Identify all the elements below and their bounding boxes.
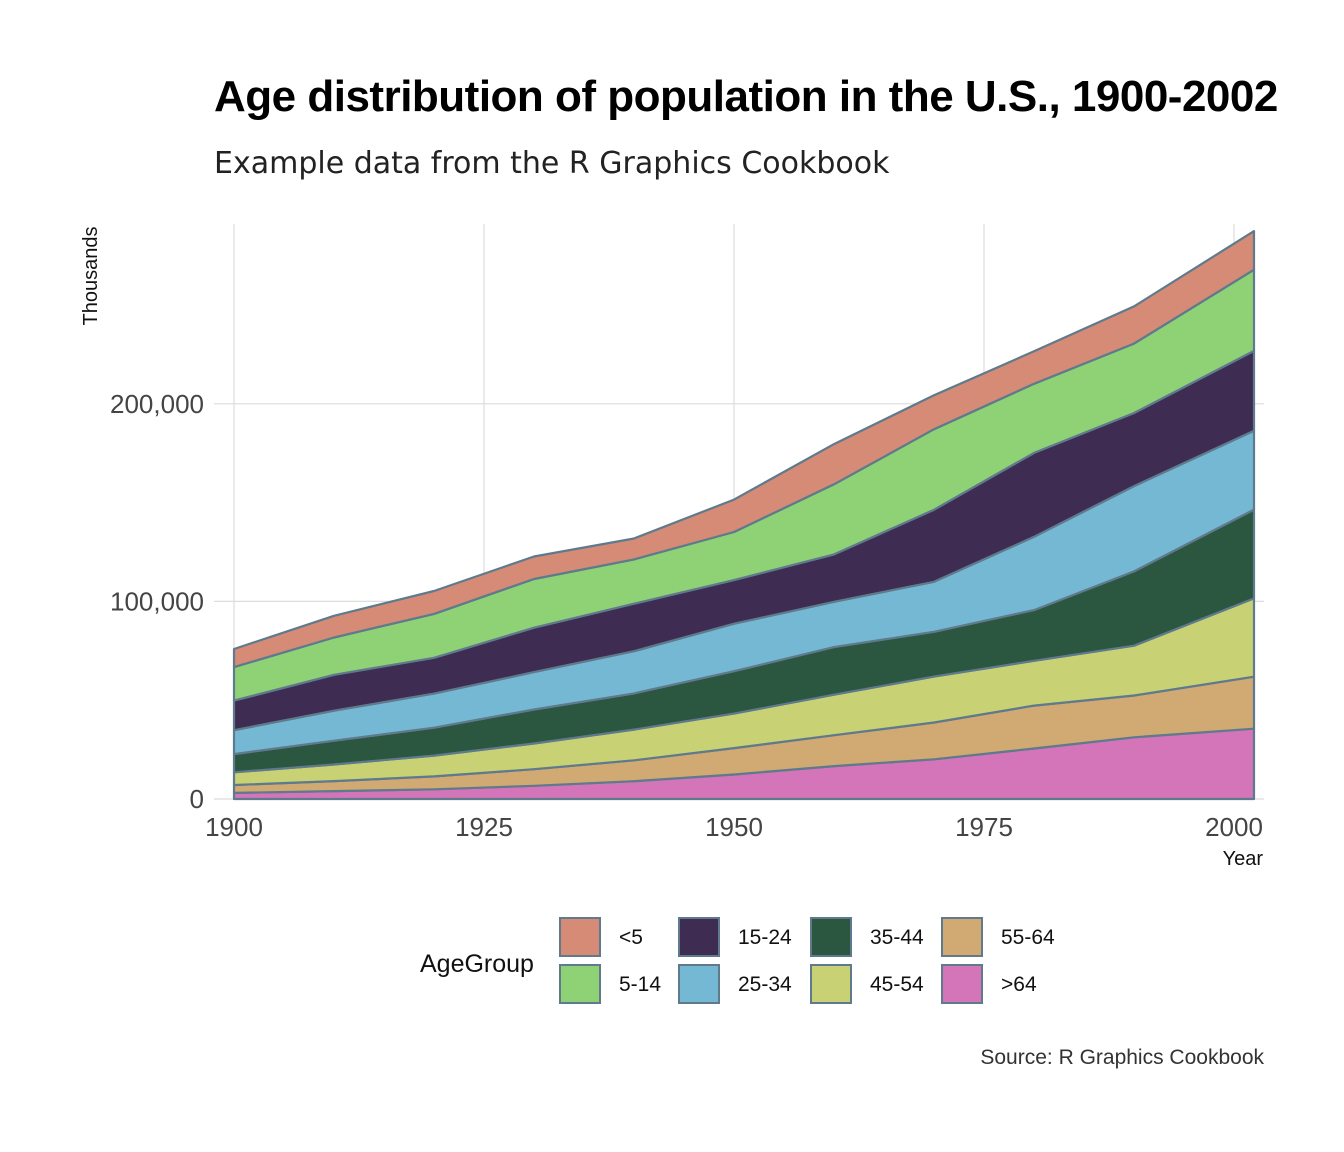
- x-tick-label: 1925: [455, 812, 513, 842]
- legend-key-55-64: [941, 917, 983, 957]
- legend-label-<5: <5: [619, 926, 643, 949]
- y-axis: 0 100,000 200,000: [110, 389, 204, 814]
- x-axis-label: Year: [1223, 848, 1264, 870]
- legend-title: AgeGroup: [420, 950, 534, 978]
- legend-label-55-64: 55-64: [1001, 926, 1055, 949]
- x-tick-label: 1975: [955, 812, 1013, 842]
- legend-label-35-44: 35-44: [870, 926, 924, 949]
- legend-label-5-14: 5-14: [619, 973, 662, 996]
- area-<5: [232, 230, 1256, 669]
- x-tick-label: 2000: [1205, 812, 1263, 842]
- legend-label-45-54: 45-54: [870, 973, 924, 996]
- legend-label->64: >64: [1001, 973, 1037, 996]
- legend-label-15-24: 15-24: [738, 926, 792, 949]
- chart-subtitle: Example data from the R Graphics Cookboo…: [214, 146, 890, 181]
- y-axis-label: Thousands: [80, 227, 102, 326]
- y-tick-label: 100,000: [110, 586, 204, 616]
- legend-key-<5: [559, 917, 601, 957]
- x-tick-label: 1900: [205, 812, 263, 842]
- legend-key-45-54: [810, 964, 852, 1004]
- y-tick-label: 0: [190, 784, 204, 814]
- chart-title: Age distribution of population in the U.…: [214, 72, 1278, 121]
- legend-key-15-24: [678, 917, 720, 957]
- x-axis: 1900 1925 1950 1975 2000: [205, 812, 1263, 842]
- legend-key->64: [941, 964, 983, 1004]
- area-layers: [232, 230, 1256, 801]
- legend-key-35-44: [810, 917, 852, 957]
- legend-key-25-34: [678, 964, 720, 1004]
- legend-label-25-34: 25-34: [738, 973, 792, 996]
- y-tick-label: 200,000: [110, 389, 204, 419]
- chart-caption: Source: R Graphics Cookbook: [980, 1046, 1264, 1069]
- legend-key-5-14: [559, 964, 601, 1004]
- x-tick-label: 1950: [705, 812, 763, 842]
